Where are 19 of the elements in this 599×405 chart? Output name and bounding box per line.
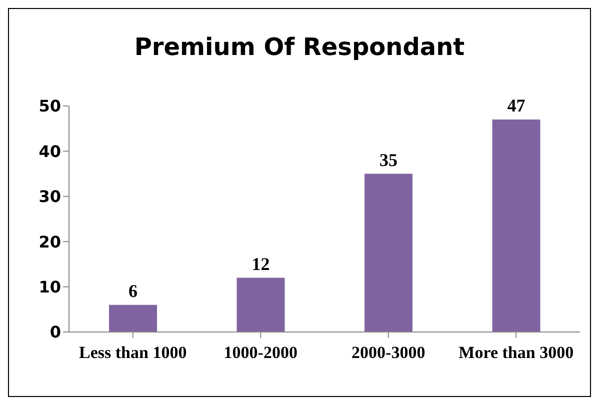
x-tick-label: More than 3000 bbox=[458, 343, 574, 362]
bar bbox=[364, 174, 412, 332]
bar bbox=[236, 278, 285, 332]
y-tick-label: 20 bbox=[38, 232, 61, 252]
y-tick-label: 0 bbox=[50, 322, 61, 342]
y-tick-label: 40 bbox=[38, 142, 61, 161]
bar bbox=[492, 120, 540, 332]
x-tick-label: Less than 1000 bbox=[79, 343, 187, 362]
chart-title: Premium Of Respondant bbox=[133, 33, 466, 61]
y-tick-label: 50 bbox=[38, 96, 61, 116]
x-tick-label: 2000-3000 bbox=[352, 343, 426, 362]
data-label: 47 bbox=[507, 96, 526, 116]
data-label: 6 bbox=[128, 280, 138, 301]
y-tick-label: 10 bbox=[38, 277, 61, 296]
data-label: 12 bbox=[252, 254, 270, 274]
bar bbox=[109, 304, 157, 332]
x-tick-label: 1000-2000 bbox=[224, 343, 298, 362]
y-tick-label: 30 bbox=[38, 187, 61, 206]
data-label: 35 bbox=[380, 150, 398, 170]
